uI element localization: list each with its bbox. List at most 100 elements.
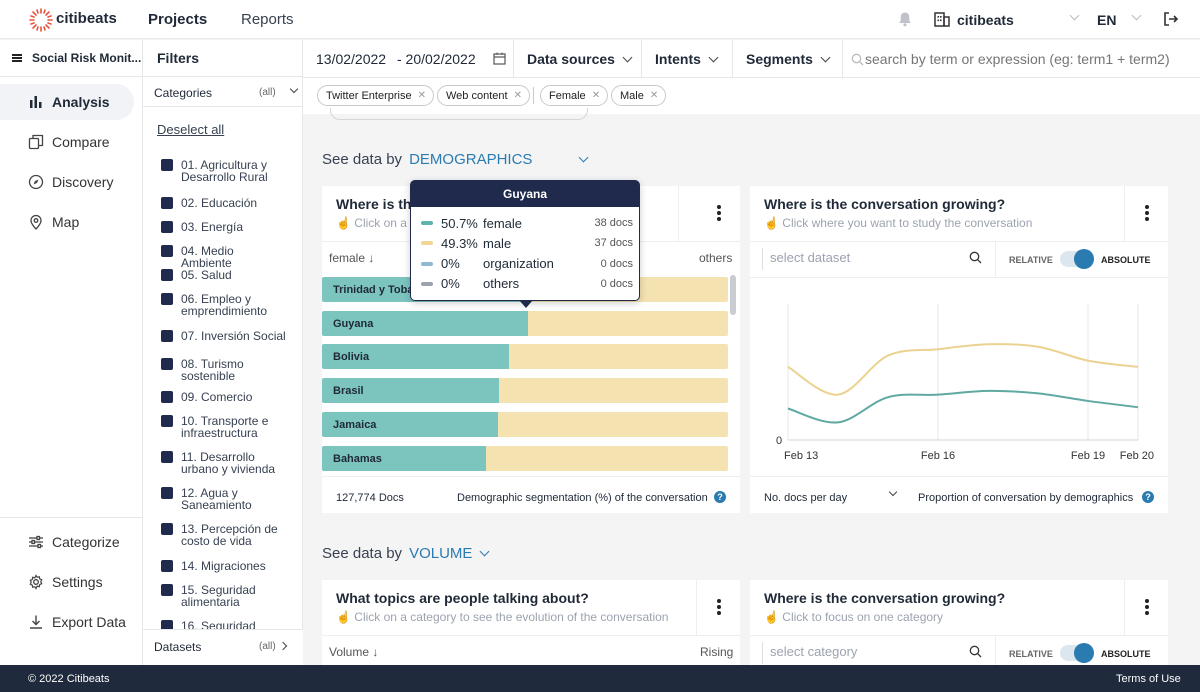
close-icon[interactable]: ✕ xyxy=(591,90,601,101)
female-bar[interactable]: Guyana xyxy=(322,310,528,336)
select-category-input[interactable]: select category xyxy=(770,644,858,659)
date-from[interactable]: 13/02/2022 xyxy=(316,51,387,67)
female-bar[interactable]: Jamaica xyxy=(322,411,498,437)
more-options-icon[interactable] xyxy=(1145,205,1149,221)
datasets-header[interactable]: Datasets (all) xyxy=(143,629,303,665)
category-checkbox-item[interactable]: 07. Inversión Social xyxy=(161,330,286,342)
section-volume-selector[interactable]: See data by VOLUME xyxy=(322,545,490,562)
demographic-bar-row[interactable]: Guyana xyxy=(322,310,728,336)
scrollbar-thumb[interactable] xyxy=(730,275,736,315)
section-demographics-selector[interactable]: See data by DEMOGRAPHICS xyxy=(322,151,589,168)
chevron-down-icon[interactable] xyxy=(1131,10,1142,21)
relative-absolute-toggle[interactable] xyxy=(1060,249,1094,269)
series-line-female[interactable] xyxy=(787,389,1139,424)
sidebar-item-analysis[interactable]: Analysis xyxy=(0,84,143,120)
checkbox-checked[interactable] xyxy=(161,221,173,233)
help-icon[interactable]: ? xyxy=(714,491,726,503)
female-bar[interactable]: Bolivia xyxy=(322,344,509,370)
category-checkbox-item[interactable]: 02. Educación xyxy=(161,197,286,209)
category-checkbox-item[interactable]: 14. Migraciones xyxy=(161,560,286,572)
category-checkbox-item[interactable]: 06. Empleo y emprendimiento xyxy=(161,293,286,317)
checkbox-checked[interactable] xyxy=(161,415,173,427)
demographic-bar-row[interactable]: Brasil xyxy=(322,378,728,404)
segments-dropdown[interactable]: Segments xyxy=(746,51,831,67)
calendar-icon[interactable] xyxy=(493,52,506,65)
sidebar-item-categorize[interactable]: Categorize xyxy=(0,524,143,560)
checkbox-checked[interactable] xyxy=(161,269,173,281)
help-icon[interactable]: ? xyxy=(1142,491,1154,503)
search-input[interactable] xyxy=(865,48,1195,70)
more-options-icon[interactable] xyxy=(717,205,721,221)
checkbox-checked[interactable] xyxy=(161,584,173,596)
nav-projects[interactable]: Projects xyxy=(148,11,208,28)
data-sources-dropdown[interactable]: Data sources xyxy=(527,51,633,67)
chevron-down-icon[interactable] xyxy=(1069,10,1080,21)
checkbox-checked[interactable] xyxy=(161,358,173,370)
close-icon[interactable]: ✕ xyxy=(649,90,659,101)
absolute-label[interactable]: ABSOLUTE xyxy=(1101,255,1151,265)
checkbox-checked[interactable] xyxy=(161,159,173,171)
brand-name[interactable]: citibeats xyxy=(56,10,117,27)
chip-web-content[interactable]: Web content ✕ xyxy=(437,85,530,106)
relative-absolute-toggle[interactable] xyxy=(1060,643,1094,663)
category-checkbox-item[interactable]: 10. Transporte e infraestructura xyxy=(161,415,286,439)
categories-header[interactable]: Categories (all) xyxy=(143,77,303,107)
male-bar[interactable] xyxy=(486,445,728,471)
relative-label[interactable]: RELATIVE xyxy=(1009,255,1053,265)
category-checkbox-item[interactable]: 12. Agua y Saneamiento xyxy=(161,487,286,511)
checkbox-checked[interactable] xyxy=(161,487,173,499)
male-bar[interactable] xyxy=(527,310,728,336)
org-selector[interactable]: citibeats xyxy=(957,12,1014,28)
checkbox-checked[interactable] xyxy=(161,523,173,535)
chip-male[interactable]: Male ✕ xyxy=(611,85,667,106)
chip-female[interactable]: Female ✕ xyxy=(540,85,609,106)
demographic-bar-row[interactable]: Bahamas xyxy=(322,445,728,471)
category-checkbox-item[interactable]: 01. Agricultura y Desarrollo Rural xyxy=(161,159,286,183)
male-bar[interactable] xyxy=(498,378,728,404)
intents-dropdown[interactable]: Intents xyxy=(655,51,719,67)
search-icon[interactable] xyxy=(969,251,982,264)
hamburger-icon[interactable] xyxy=(12,54,22,62)
checkbox-checked[interactable] xyxy=(161,197,173,209)
sidebar-item-discovery[interactable]: Discovery xyxy=(0,164,143,200)
sidebar-item-settings[interactable]: Settings xyxy=(0,564,143,600)
project-selector[interactable]: Social Risk Monit... xyxy=(0,40,143,77)
category-checkbox-item[interactable]: 04. Medio Ambiente xyxy=(161,245,286,269)
male-bar[interactable] xyxy=(497,411,728,437)
category-checkbox-item[interactable]: 15. Seguridad alimentaria xyxy=(161,584,286,608)
sidebar-item-compare[interactable]: Compare xyxy=(0,124,143,160)
rising-header[interactable]: Rising xyxy=(700,645,734,659)
category-checkbox-item[interactable]: 08. Turismo sostenible xyxy=(161,358,286,382)
male-bar[interactable] xyxy=(508,344,728,370)
search-icon[interactable] xyxy=(969,645,982,658)
absolute-label[interactable]: ABSOLUTE xyxy=(1101,649,1151,659)
checkbox-checked[interactable] xyxy=(161,451,173,463)
category-checkbox-item[interactable]: 03. Energía xyxy=(161,221,286,233)
sort-female-header[interactable]: female ↓ xyxy=(329,251,375,265)
category-checkbox-item[interactable]: 11. Desarrollo urbano y vivienda xyxy=(161,451,286,475)
category-checkbox-item[interactable]: 13. Percepción de costo de vida xyxy=(161,523,286,547)
sidebar-item-map[interactable]: Map xyxy=(0,204,143,240)
chevron-down-icon[interactable] xyxy=(289,84,299,94)
checkbox-checked[interactable] xyxy=(161,245,173,257)
female-bar[interactable]: Brasil xyxy=(322,378,499,404)
category-checkbox-item[interactable]: 09. Comercio xyxy=(161,391,286,403)
close-icon[interactable]: ✕ xyxy=(513,90,522,101)
female-bar[interactable]: Bahamas xyxy=(322,445,487,471)
demographic-bar-row[interactable]: Jamaica xyxy=(322,411,728,437)
sort-volume-header[interactable]: Volume ↓ xyxy=(329,645,379,659)
language-selector[interactable]: EN xyxy=(1097,12,1117,28)
category-checkbox-item[interactable]: 05. Salud xyxy=(161,269,286,281)
close-icon[interactable]: ✕ xyxy=(417,90,426,101)
checkbox-checked[interactable] xyxy=(161,330,173,342)
chevron-down-icon[interactable] xyxy=(888,487,898,497)
docs-per-day-select[interactable]: No. docs per day xyxy=(764,492,848,504)
series-line-male[interactable] xyxy=(787,343,1139,396)
nav-reports[interactable]: Reports xyxy=(241,11,294,28)
terms-link[interactable]: Terms of Use xyxy=(1116,673,1181,685)
demographic-bar-row[interactable]: Bolivia xyxy=(322,344,728,370)
chevron-right-icon[interactable] xyxy=(278,641,288,651)
deselect-all-link[interactable]: Deselect all xyxy=(157,122,225,137)
date-to[interactable]: - 20/02/2022 xyxy=(397,51,476,67)
